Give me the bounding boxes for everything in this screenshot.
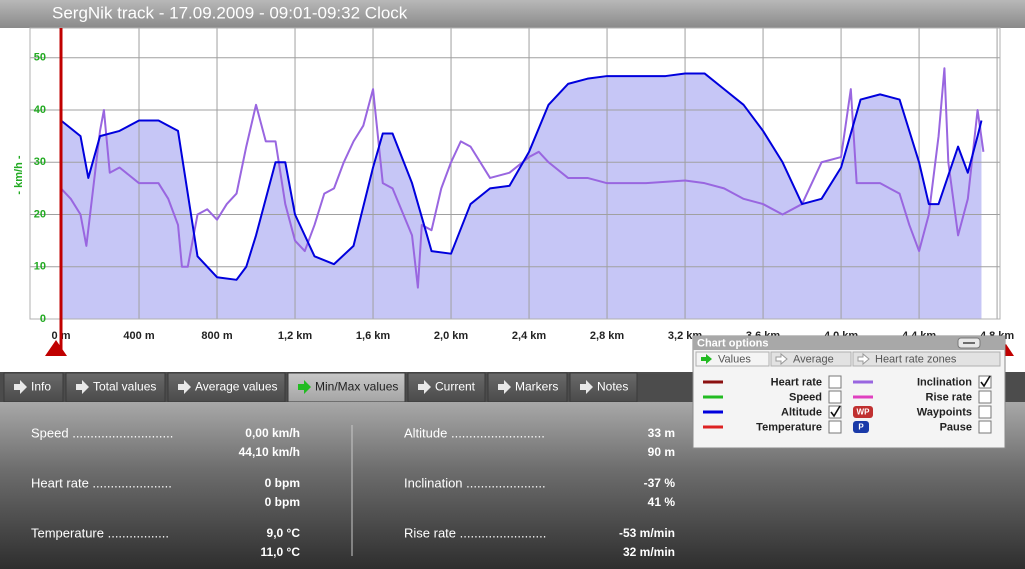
track-title: SergNik track - 17.09.2009 - 09:01-09:32… (52, 3, 408, 22)
legend-icon-label: P (858, 423, 864, 432)
tab-label: Info (31, 380, 51, 394)
stat-min: 9,0 °C (267, 526, 301, 540)
options-tab-arrow (775, 352, 788, 366)
stat-min: -53 m/min (619, 526, 675, 540)
altitude-area (61, 73, 982, 319)
series-line (60, 72, 983, 281)
checkbox[interactable] (828, 420, 842, 434)
x-tick-label: 2,4 km (512, 330, 546, 342)
stat-label: Inclination ...................... (404, 475, 546, 490)
title-bar (0, 0, 1025, 28)
series-line (60, 67, 985, 289)
x-tick-label: 400 m (123, 330, 154, 342)
x-tick-label: 2,0 km (434, 330, 468, 342)
stat-label: Rise rate ........................ (404, 525, 546, 540)
legend-icon (853, 406, 873, 418)
tab-arrow (298, 380, 311, 394)
legend-label: Temperature (756, 421, 822, 433)
stat-min: -37 % (644, 476, 676, 490)
x-tick-label: 800 m (201, 330, 232, 342)
options-tab-arrow (857, 352, 870, 366)
options-tab-label: Heart rate zones (875, 353, 957, 365)
stat-max: 32 m/min (623, 545, 675, 559)
tab-arrow (580, 380, 593, 394)
tab-label: Notes (597, 380, 628, 394)
legend-label: Rise rate (926, 391, 972, 403)
checkbox[interactable] (978, 405, 992, 419)
options-tab[interactable] (852, 351, 1001, 367)
legend-label: Inclination (917, 376, 972, 388)
options-title-bar (693, 336, 1005, 350)
y-tick-label: 30 (34, 156, 46, 168)
checkmark (830, 405, 841, 418)
legend-label: Altitude (781, 406, 822, 418)
checkbox[interactable] (828, 390, 842, 404)
checkbox[interactable] (978, 420, 992, 434)
x-tick-label: 1,6 km (356, 330, 390, 342)
stat-min: 33 m (648, 426, 675, 440)
tab-label: Total values (93, 380, 156, 394)
tab-label: Current (435, 380, 476, 394)
y-tick-label: 40 (34, 104, 46, 116)
options-tab-label: Average (793, 353, 834, 365)
plot-frame (29, 27, 1001, 320)
options-tab-arrow (701, 354, 712, 364)
legend-label: Waypoints (917, 406, 972, 418)
stat-max: 90 m (648, 445, 675, 459)
checkbox[interactable] (828, 375, 842, 389)
legend-label: Heart rate (771, 376, 822, 388)
tab-arrow (178, 380, 191, 394)
tab-label: Min/Max values (315, 380, 398, 394)
stat-max: 44,10 km/h (239, 445, 300, 459)
y-tick-label: 50 (34, 52, 46, 64)
stat-max: 0 bpm (265, 495, 300, 509)
tab-arrow (76, 380, 89, 394)
legend-icon (853, 421, 869, 433)
tab-arrow (418, 380, 431, 394)
y-tick-label: 10 (34, 261, 46, 273)
legend-icon-label: WP (857, 408, 871, 417)
stat-min: 0 bpm (265, 476, 300, 490)
y-axis-label: - km/h - (13, 155, 25, 194)
tab-arrow (14, 380, 27, 394)
chart-options: Chart options Values Average Heart rate zo… (692, 335, 1006, 449)
stat-min: 0,00 km/h (245, 426, 300, 440)
tab-label: Markers (515, 380, 558, 394)
options-tab-label: Values (718, 353, 751, 365)
y-tick-label: 0 (40, 313, 46, 325)
options-tab[interactable] (695, 351, 770, 367)
tab-arrow (498, 380, 511, 394)
x-tick-label: 1,2 km (278, 330, 312, 342)
stat-label: Speed ............................ (31, 425, 173, 440)
stat-label: Temperature ................. (31, 525, 169, 540)
stat-label: Altitude .......................... (404, 425, 545, 440)
tab-label: Average values (195, 380, 278, 394)
stat-max: 41 % (648, 495, 676, 509)
stat-max: 11,0 °C (261, 545, 301, 559)
start-marker[interactable] (45, 340, 67, 356)
checkbox[interactable] (978, 390, 992, 404)
stat-label: Heart rate ...................... (31, 475, 172, 490)
options-title: Chart options (697, 337, 769, 349)
checkmark (980, 375, 991, 388)
options-tab[interactable] (770, 351, 852, 367)
tabs: Info Total values Average values Min/Max va… (3, 372, 638, 403)
x-tick-label: 2,8 km (590, 330, 624, 342)
min-max-values: Speed ............................ 0,00 k… (31, 425, 675, 559)
legend-label: Pause (940, 421, 972, 433)
legend-label: Speed (789, 391, 822, 403)
y-tick-label: 20 (34, 208, 46, 220)
